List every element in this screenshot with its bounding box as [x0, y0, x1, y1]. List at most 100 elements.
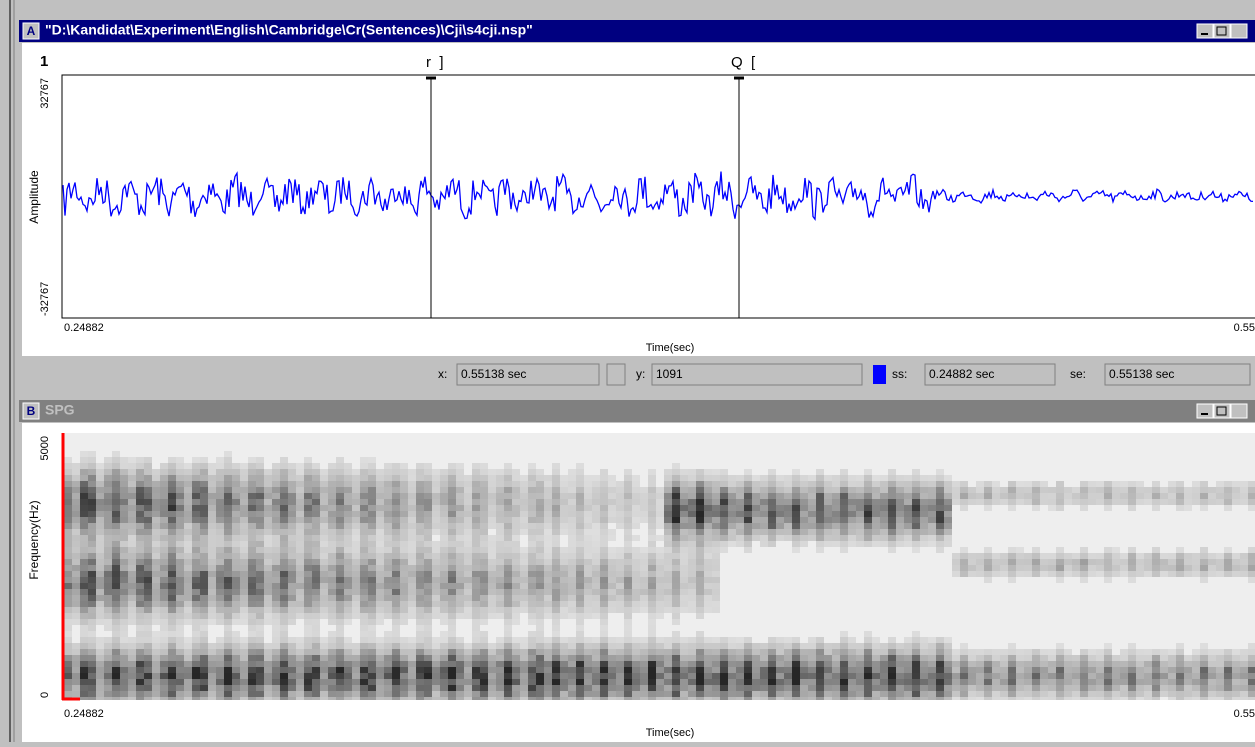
spectrogram-cell [1008, 691, 1016, 697]
x-axis-end: 0.55 [1234, 708, 1255, 720]
spectrogram-cell [272, 601, 280, 607]
spectrogram-cell [648, 493, 656, 499]
spectrogram-cell [224, 475, 232, 481]
spectrogram-cell [936, 475, 944, 481]
spectrogram-cell [400, 463, 408, 469]
spectrogram-cell [256, 499, 264, 505]
spectrogram-cell [1056, 547, 1064, 553]
spectrogram-cell [912, 649, 920, 655]
spectrogram-cell [976, 649, 984, 655]
spectrogram-cell [176, 481, 184, 487]
spectrogram-cell [384, 601, 392, 607]
spectrogram-cell [496, 529, 504, 535]
spectrogram-cell [992, 649, 1000, 655]
spectrogram-cell [848, 679, 856, 685]
spectrogram-cell [712, 589, 720, 595]
spectrogram-cell [584, 547, 592, 553]
close-button[interactable] [1231, 404, 1247, 418]
spectrogram-cell [704, 493, 712, 499]
spectrogram-cell [752, 661, 760, 667]
marker-label: r ] [426, 54, 444, 71]
spectrogram-cell [280, 661, 288, 667]
spectrogram-cell [424, 685, 432, 691]
spectrogram-cell [104, 601, 112, 607]
spectrogram-cell [208, 463, 216, 469]
spectrogram-cell [448, 541, 456, 547]
spectrogram-cell [88, 625, 96, 631]
spectrogram-cell [184, 469, 192, 475]
spectrogram-cell [288, 481, 296, 487]
spectrogram-cell [1152, 553, 1160, 559]
maximize-button[interactable] [1214, 24, 1230, 38]
spectrogram-cell [304, 655, 312, 661]
spectrogram-cell [976, 565, 984, 571]
spectrogram-cell [1120, 499, 1128, 505]
spectrogram-cell [664, 571, 672, 577]
spectrogram-cell [568, 553, 576, 559]
spectrogram-cell [936, 697, 944, 700]
spectrogram-cell [1056, 481, 1064, 487]
maximize-button[interactable] [1214, 404, 1230, 418]
spectrogram-cell [344, 493, 352, 499]
spectrogram-cell [152, 673, 160, 679]
spectrogram-cell [296, 499, 304, 505]
spectrogram-cell [280, 511, 288, 517]
spectrogram-cell [928, 685, 936, 691]
spectrogram-cell [1160, 667, 1168, 673]
spectrogram-cell [160, 607, 168, 613]
spectrogram-cell [600, 541, 608, 547]
spectrogram-cell [264, 673, 272, 679]
spectrogram-cell [192, 583, 200, 589]
minimize-button[interactable] [1197, 404, 1213, 418]
spectrogram-cell [168, 523, 176, 529]
spectrogram-cell [384, 547, 392, 553]
spectrogram-cell [720, 505, 728, 511]
spectrogram-cell [136, 505, 144, 511]
spectrogram-cell [168, 649, 176, 655]
spectrogram-cell [456, 583, 464, 589]
spectrogram-cell [872, 661, 880, 667]
spectrogram-cell [232, 673, 240, 679]
spectrogram-cell [744, 499, 752, 505]
spectrogram-cell [64, 661, 72, 667]
minimize-button[interactable] [1197, 24, 1213, 38]
spectrogram-cell [464, 523, 472, 529]
spectrogram-cell [472, 691, 480, 697]
spectrogram-cell [1240, 481, 1248, 487]
spectrogram-cell [960, 649, 968, 655]
spectrogram-cell [552, 553, 560, 559]
spectrogram-cell [328, 565, 336, 571]
spectrogram-cell [112, 493, 120, 499]
spectrogram-cell [1088, 565, 1096, 571]
spectrogram-cell [992, 661, 1000, 667]
spectrogram-cell [64, 529, 72, 535]
spectrogram-cell [1080, 505, 1088, 511]
spectrogram-cell [888, 529, 896, 535]
spectrogram-cell [376, 523, 384, 529]
spectrogram-cell [416, 697, 424, 700]
spectrogram-cell [72, 661, 80, 667]
spectrogram-cell [536, 535, 544, 541]
spectrogram-cell [1168, 661, 1176, 667]
spectrogram-cell [272, 571, 280, 577]
spectrogram-cell [120, 481, 128, 487]
close-button[interactable] [1231, 24, 1247, 38]
spectrogram-cell [80, 577, 88, 583]
spectrogram-cell [1096, 667, 1104, 673]
spectrogram-cell [384, 679, 392, 685]
spectrogram-cell [544, 655, 552, 661]
spectrogram-cell [712, 691, 720, 697]
spectrogram-cell [888, 649, 896, 655]
spectrogram-cell [840, 535, 848, 541]
spectrogram-cell [792, 547, 800, 553]
spectrogram-cell [704, 529, 712, 535]
spectrogram-cell [384, 493, 392, 499]
spectrogram-cell [456, 493, 464, 499]
spectrogram-cell [488, 655, 496, 661]
spectrogram-cell [184, 553, 192, 559]
spectrogram-cell [552, 589, 560, 595]
spectrogram-cell [704, 643, 712, 649]
spectrogram-cell [960, 679, 968, 685]
spectrogram-cell [424, 553, 432, 559]
spectrogram-cell [336, 463, 344, 469]
